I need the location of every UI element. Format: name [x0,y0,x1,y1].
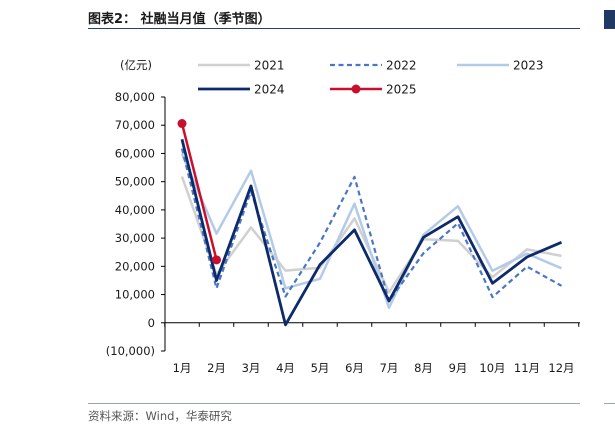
adjacent-footer-divider [604,403,615,404]
x-tick-label: 6月 [345,361,364,375]
chart-title: 图表2： 社融当月值（季节图） [88,12,271,27]
y-tick-label: 50,000 [115,175,155,189]
footer-divider [88,403,580,404]
x-tick-label: 10月 [479,361,505,375]
x-tick-label: 9月 [449,361,468,375]
series-marker-2025 [212,255,221,265]
legend-label-2023: 2023 [513,59,544,73]
legend-label-2025: 2025 [386,83,417,97]
adjacent-panel-edge [604,10,615,28]
y-tick-label: 40,000 [115,203,155,217]
legend-label-2022: 2022 [386,59,417,73]
x-tick-label: 7月 [380,361,399,375]
source-note: 资料来源：Wind，华泰研究 [88,409,232,423]
chart-legend: 2021 2022 2023 2024 2025 [198,59,544,97]
y-unit-label: (亿元) [120,58,152,72]
chart-series [177,119,563,327]
x-tick-label: 11月 [514,361,540,375]
legend-marker-2025 [351,84,361,94]
x-tick-label: 5月 [311,361,330,375]
series-line-2025 [180,123,218,261]
legend-label-2024: 2024 [254,83,285,97]
y-tick-label: 20,000 [115,259,155,273]
y-tick-label: 0 [148,316,155,330]
x-tick-label: 4月 [276,361,295,375]
series-marker-2025 [177,119,187,129]
legend-label-2021: 2021 [254,59,285,73]
chart-axes: (10,000) 0 10,000 20,000 30,000 40,000 50,000 6… [106,58,580,375]
adjacent-panel-divider [604,28,615,29]
x-tick-label: 12月 [548,361,574,375]
x-tick-label: 1月 [173,361,192,375]
y-tick-label: 30,000 [115,231,155,245]
series-line-2024 [180,138,563,327]
y-tick-label: (10,000) [106,344,155,358]
series-line-2023 [180,153,562,310]
y-tick-label: 70,000 [115,118,155,132]
series-line-2022 [180,148,563,303]
x-tick-label: 3月 [242,361,261,375]
y-tick-label: 80,000 [115,90,155,104]
y-tick-label: 60,000 [115,146,155,160]
x-tick-label: 8月 [414,361,433,375]
x-tick-label: 2月 [207,361,226,375]
title-divider [88,28,580,29]
y-tick-label: 10,000 [115,288,155,302]
